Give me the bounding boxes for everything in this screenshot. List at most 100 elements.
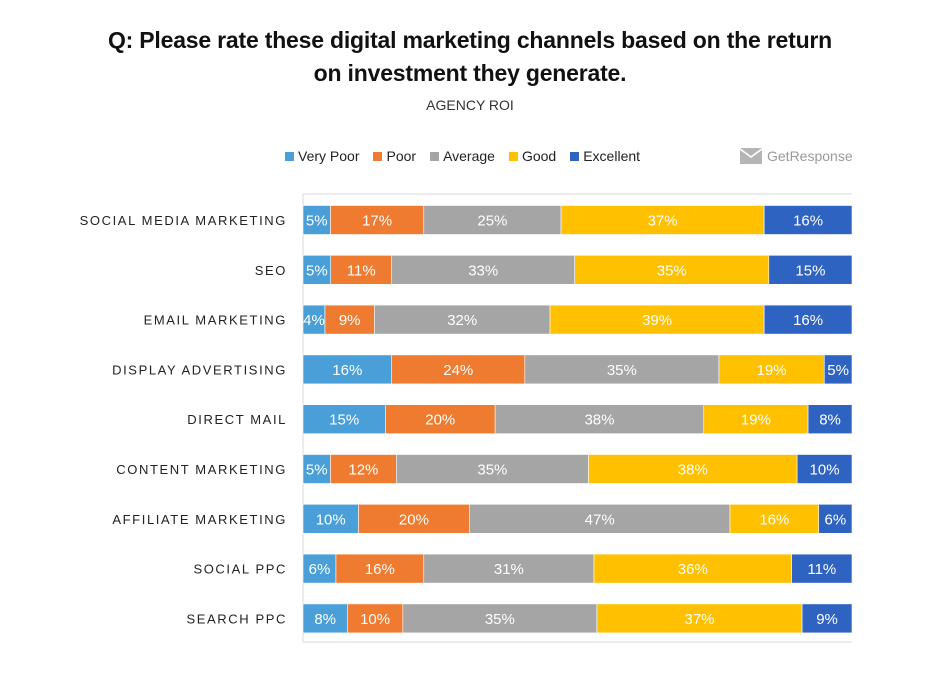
bar-segment (391, 354, 526, 385)
bar-segment (801, 603, 853, 634)
legend-label: Average (443, 148, 495, 164)
bar-segment (796, 454, 853, 484)
category-label: AFFILIATE MARKETING (112, 512, 287, 527)
legend-item-good: Good (508, 148, 557, 164)
bar-segment (823, 354, 853, 385)
data-label: 25% (477, 213, 507, 230)
bar-segment (302, 404, 386, 435)
chart-subtitle: AGENCY ROI (426, 97, 514, 113)
bar-segment (469, 503, 731, 534)
bar-segment (763, 304, 853, 335)
legend-label: Very Poor (298, 148, 360, 164)
brand-name: GetResponse (767, 148, 853, 164)
data-label: 17% (362, 213, 392, 230)
legend-swatch (285, 151, 294, 161)
data-label: 10% (810, 462, 840, 479)
category-label: SOCIAL PPC (193, 562, 287, 577)
bar-segment (302, 205, 331, 235)
legend-item-excellent: Excellent (570, 148, 640, 164)
data-label: 5% (306, 462, 328, 479)
data-label: 16% (365, 561, 395, 578)
title-line-1: Q: Please rate these digital marketing c… (107, 27, 833, 53)
bar-segment (302, 255, 332, 285)
bar-segment (302, 503, 359, 534)
data-label: 36% (678, 561, 708, 578)
data-label: 33% (468, 262, 498, 279)
bar-segment (791, 553, 853, 584)
data-label: 35% (607, 362, 637, 379)
bar-segment (324, 304, 375, 335)
data-label: 10% (316, 511, 346, 528)
data-label: 32% (447, 312, 477, 329)
data-label: 35% (657, 262, 687, 279)
bar-segment (524, 354, 720, 385)
data-label: 4% (303, 312, 325, 329)
legend-label: Poor (386, 148, 417, 164)
data-label: 15% (795, 262, 825, 279)
data-label: 8% (819, 412, 841, 429)
envelope-icon (740, 148, 762, 164)
data-label: 5% (306, 262, 328, 279)
data-label: 16% (759, 511, 789, 528)
bar-segment (402, 603, 598, 634)
data-label: 10% (360, 611, 390, 628)
bar-segment (703, 404, 809, 435)
data-label: 19% (741, 412, 771, 429)
data-label: 38% (584, 412, 614, 429)
data-label: 20% (425, 412, 455, 429)
data-label: 31% (494, 561, 524, 578)
legend-label: Good (521, 148, 557, 164)
category-label: CONTENT MARKETING (116, 462, 287, 477)
bar-segment (330, 255, 393, 285)
data-label: 15% (329, 412, 359, 429)
bar-segment (549, 304, 765, 335)
bar-segment (358, 503, 470, 534)
data-label: 37% (684, 611, 714, 628)
data-label: 38% (678, 462, 708, 479)
legend-item-poor: Poor (373, 148, 416, 164)
bar-segment (494, 404, 705, 435)
category-label: SEARCH PPC (186, 611, 287, 626)
legend-label: Excellent (583, 148, 641, 164)
bar-segment (588, 454, 798, 484)
data-label: 19% (757, 362, 787, 379)
bar-segment (391, 255, 576, 285)
data-label: 9% (339, 312, 361, 329)
bar-segment (596, 603, 803, 634)
data-label: 8% (314, 611, 336, 628)
bar-segment (330, 205, 425, 235)
data-label: 47% (585, 511, 615, 528)
legend-item-very-poor: Very Poor (285, 148, 359, 164)
bar-segment (385, 404, 496, 435)
category-label: SEO (255, 263, 287, 278)
data-label: 11% (347, 262, 376, 279)
bar-segment (302, 354, 393, 385)
legend-swatch (373, 151, 383, 161)
bar-segment (818, 503, 853, 534)
category-label: SOCIAL MEDIA MARKETING (80, 213, 287, 228)
data-label: 9% (816, 611, 838, 628)
data-label: 16% (793, 312, 823, 329)
bar-segment (763, 205, 853, 235)
legend-swatch (430, 151, 440, 161)
legend-swatch (570, 151, 580, 161)
data-label: 16% (332, 362, 362, 379)
data-label: 5% (827, 362, 849, 379)
category-label: EMAIL MARKETING (144, 313, 287, 328)
data-label: 11% (807, 561, 836, 578)
bar-segment (807, 404, 853, 435)
data-label: 6% (309, 561, 331, 578)
bar-segment (330, 454, 397, 484)
data-label: 12% (348, 462, 378, 479)
legend-item-average: Average (430, 148, 495, 164)
bar-segment (718, 354, 825, 385)
bar-segment (302, 454, 331, 484)
data-label: 20% (399, 511, 429, 528)
title-line-2: on investment they generate. (313, 60, 627, 86)
data-label: 5% (306, 213, 328, 230)
brand-logo: GetResponse (740, 146, 853, 166)
chart-title: Q: Please rate these digital marketing c… (0, 24, 940, 90)
bar-segment (768, 255, 853, 285)
bar-segment (574, 255, 770, 285)
